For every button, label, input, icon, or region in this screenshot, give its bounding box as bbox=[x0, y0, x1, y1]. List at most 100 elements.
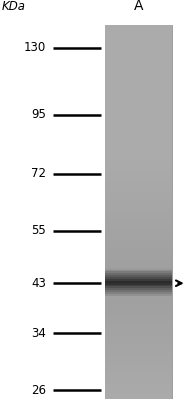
Bar bbox=[105, 152, 172, 154]
Bar bbox=[105, 36, 172, 38]
Bar bbox=[105, 142, 172, 144]
Bar bbox=[105, 238, 172, 240]
Bar bbox=[105, 300, 172, 301]
Bar bbox=[105, 230, 172, 232]
Bar bbox=[105, 331, 172, 333]
Bar bbox=[105, 217, 172, 219]
Bar bbox=[105, 94, 172, 96]
Bar bbox=[105, 359, 172, 361]
Bar bbox=[105, 382, 172, 384]
Bar bbox=[105, 200, 172, 202]
Bar bbox=[105, 361, 172, 363]
Bar bbox=[105, 354, 172, 356]
Bar bbox=[105, 212, 172, 214]
Bar bbox=[105, 215, 172, 217]
Bar bbox=[105, 378, 172, 380]
Bar bbox=[105, 103, 172, 105]
Bar bbox=[105, 393, 172, 395]
Bar bbox=[105, 370, 172, 372]
Bar bbox=[105, 309, 172, 311]
Bar bbox=[105, 124, 172, 126]
Bar bbox=[105, 42, 172, 43]
Bar bbox=[105, 73, 172, 75]
Bar bbox=[105, 71, 172, 73]
Bar bbox=[105, 363, 172, 365]
Text: 34: 34 bbox=[31, 327, 46, 340]
Bar bbox=[105, 333, 172, 335]
Bar bbox=[105, 387, 172, 389]
Bar bbox=[105, 264, 172, 266]
Bar bbox=[105, 193, 172, 195]
Bar bbox=[105, 219, 172, 221]
Bar bbox=[105, 290, 172, 292]
Bar bbox=[105, 372, 172, 374]
Bar bbox=[105, 395, 172, 397]
Bar bbox=[105, 197, 172, 198]
Bar bbox=[105, 225, 172, 226]
Bar bbox=[105, 40, 172, 42]
Bar bbox=[105, 105, 172, 107]
Bar bbox=[105, 221, 172, 223]
Bar bbox=[105, 208, 172, 210]
Bar bbox=[105, 294, 172, 296]
Bar bbox=[105, 296, 172, 298]
Bar bbox=[105, 253, 172, 255]
Bar bbox=[105, 107, 172, 109]
Bar bbox=[105, 165, 172, 167]
Bar bbox=[105, 341, 172, 342]
Bar bbox=[105, 96, 172, 98]
Bar bbox=[105, 322, 172, 324]
Text: 43: 43 bbox=[31, 277, 46, 290]
Bar bbox=[105, 339, 172, 341]
Bar bbox=[105, 25, 172, 26]
Bar bbox=[105, 157, 172, 159]
Bar bbox=[105, 258, 172, 260]
Bar bbox=[105, 86, 172, 88]
Bar bbox=[105, 172, 172, 174]
Bar bbox=[105, 365, 172, 367]
Bar bbox=[105, 116, 172, 118]
Bar bbox=[105, 161, 172, 163]
Bar bbox=[105, 346, 172, 348]
Bar bbox=[105, 64, 172, 66]
Bar bbox=[105, 112, 172, 114]
Bar bbox=[105, 186, 172, 187]
Bar bbox=[105, 397, 172, 399]
Bar bbox=[105, 268, 172, 270]
Bar bbox=[105, 68, 172, 70]
Bar bbox=[105, 60, 172, 62]
Bar bbox=[105, 301, 172, 303]
Bar bbox=[105, 111, 172, 112]
Bar bbox=[105, 189, 172, 191]
Bar bbox=[105, 311, 172, 312]
Bar bbox=[105, 236, 172, 238]
Text: A: A bbox=[134, 0, 143, 14]
Text: 95: 95 bbox=[31, 108, 46, 121]
Bar bbox=[105, 146, 172, 148]
Bar bbox=[105, 386, 172, 387]
Bar bbox=[105, 232, 172, 234]
Bar bbox=[105, 148, 172, 150]
Bar bbox=[105, 180, 172, 182]
Bar bbox=[105, 260, 172, 262]
FancyBboxPatch shape bbox=[105, 25, 172, 399]
Bar bbox=[105, 298, 172, 300]
Bar bbox=[105, 283, 172, 284]
Bar bbox=[105, 286, 172, 288]
Bar bbox=[105, 34, 172, 36]
Bar bbox=[105, 214, 172, 215]
Bar bbox=[105, 163, 172, 165]
Bar bbox=[105, 84, 172, 86]
Bar bbox=[105, 154, 172, 156]
Bar bbox=[105, 242, 172, 244]
Bar bbox=[105, 54, 172, 56]
Bar bbox=[105, 66, 172, 68]
Bar bbox=[105, 178, 172, 180]
Bar bbox=[105, 303, 172, 305]
Bar bbox=[105, 92, 172, 94]
Bar bbox=[105, 247, 172, 249]
Bar bbox=[105, 316, 172, 318]
Bar bbox=[105, 137, 172, 139]
Bar bbox=[105, 62, 172, 64]
Bar bbox=[105, 49, 172, 51]
